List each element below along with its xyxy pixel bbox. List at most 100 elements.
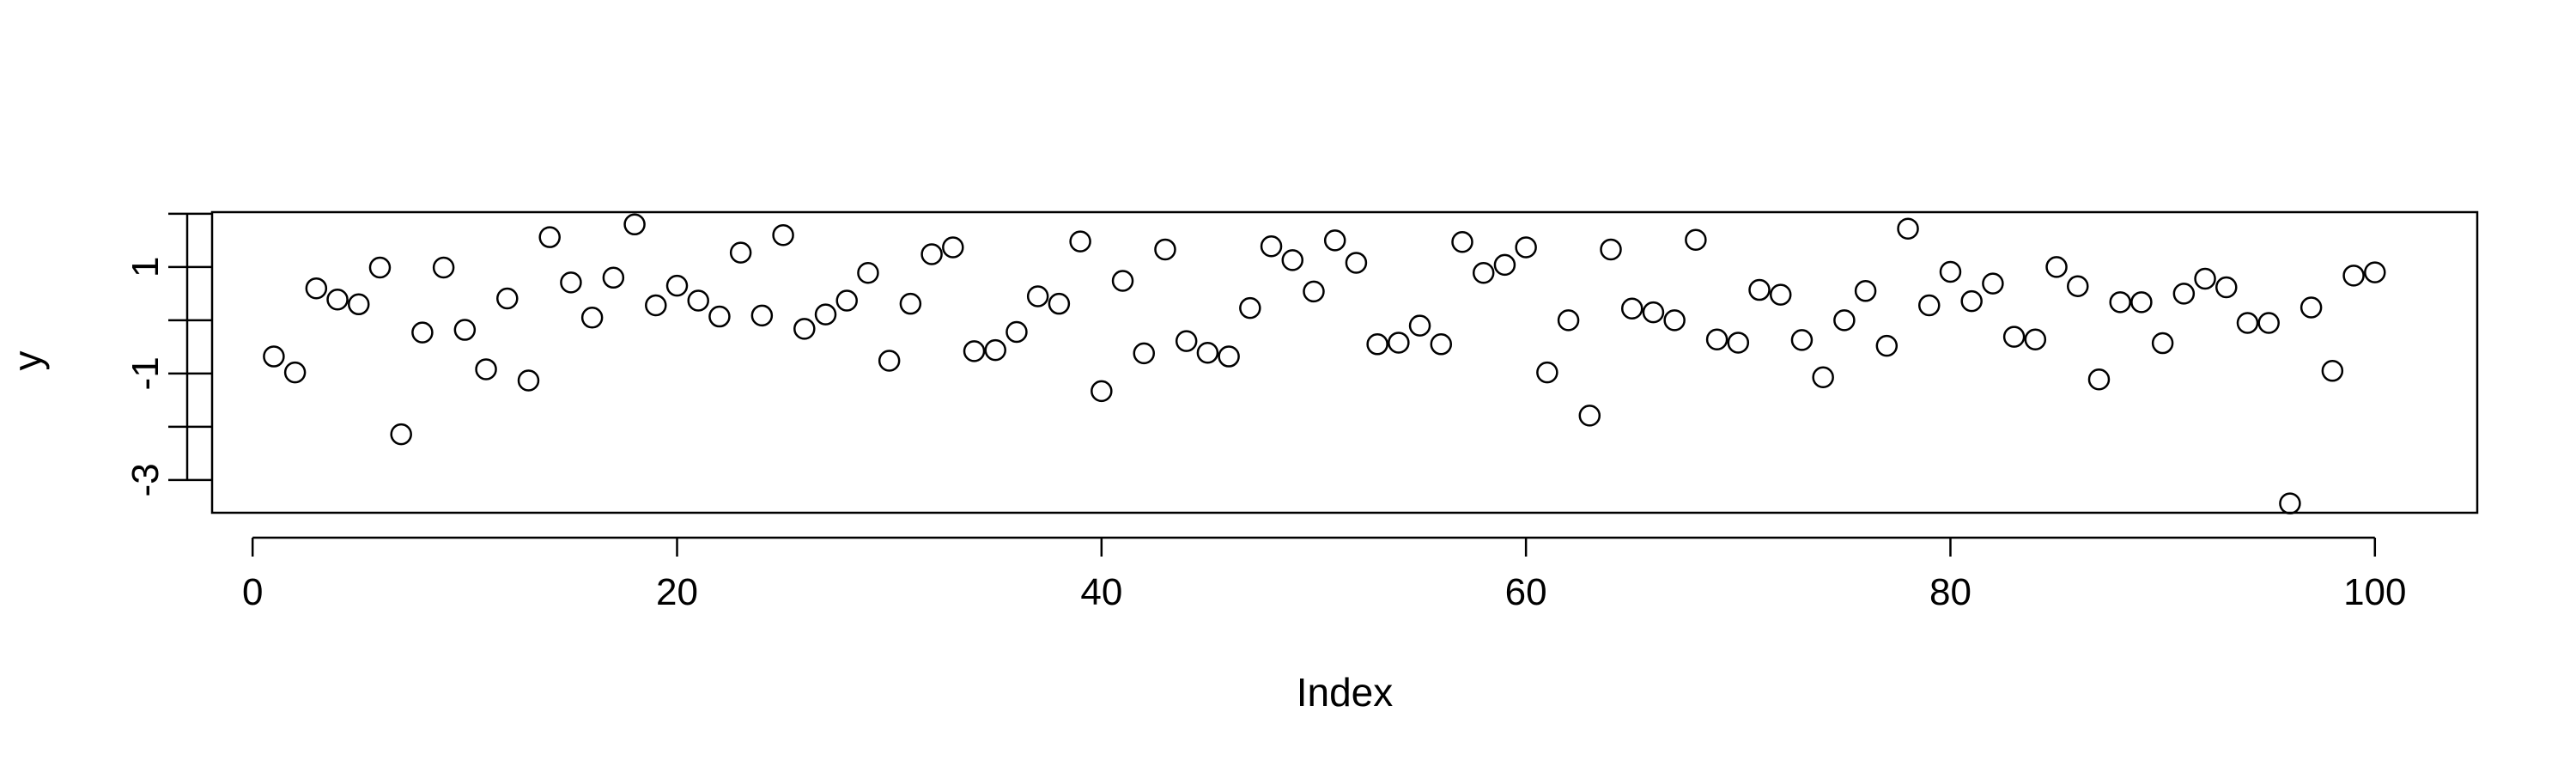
data-point: [623, 213, 646, 236]
data-point: [1133, 342, 1156, 365]
data-point: [1536, 361, 1558, 384]
data-point: [1600, 238, 1622, 261]
data-point: [1451, 231, 1473, 253]
data-point: [1260, 234, 1283, 258]
data-point: [2067, 275, 2089, 297]
y-tick-label: -3: [125, 463, 167, 496]
data-point: [1557, 309, 1580, 332]
data-point: [1790, 329, 1814, 351]
data-point: [560, 271, 582, 294]
data-point: [1939, 260, 1962, 283]
data-point: [580, 307, 604, 329]
data-point: [645, 294, 667, 317]
data-point: [1281, 249, 1304, 271]
data-point: [835, 289, 858, 312]
data-point: [665, 274, 689, 297]
x-axis: 0 20 40 60 80 100: [242, 536, 2406, 613]
data-point: [687, 289, 709, 312]
data-point: [2130, 291, 2153, 313]
data-point: [1069, 230, 1091, 253]
data-point: [963, 340, 986, 362]
data-point: [1685, 228, 1707, 252]
data-point: [750, 304, 774, 327]
data-point: [1175, 330, 1198, 352]
data-point: [2257, 312, 2280, 334]
data-point: [2045, 256, 2068, 278]
data-point: [1663, 309, 1686, 332]
data-point: [1917, 294, 1941, 317]
data-point: [1239, 296, 1261, 320]
data-point: [1366, 333, 1388, 356]
data-point: [1578, 405, 1601, 427]
data-point: [2321, 360, 2344, 382]
data-point: [1005, 320, 1028, 344]
data-point: [708, 305, 731, 328]
data-point: [348, 293, 370, 316]
data-point: [1515, 236, 1537, 259]
data-point: [1748, 278, 1771, 301]
data-point: [899, 292, 922, 315]
data-point: [538, 226, 561, 248]
data-point: [305, 277, 328, 300]
x-tick-label: 40: [1080, 571, 1122, 613]
data-point: [1493, 253, 1516, 277]
data-point: [1091, 380, 1113, 403]
data-point: [390, 423, 412, 446]
x-tick-label: 0: [242, 571, 263, 613]
data-point: [1345, 252, 1368, 274]
data-point: [1982, 272, 2004, 295]
x-axis-title: Index: [1297, 670, 1394, 715]
data-point: [1875, 334, 1899, 357]
data-point: [602, 266, 625, 289]
data-point: [2087, 368, 2111, 391]
data-point: [1388, 332, 1410, 354]
data-point: [517, 369, 540, 392]
data-point: [878, 350, 901, 372]
data-point: [814, 303, 837, 326]
data-point: [1111, 270, 1134, 292]
data-point: [2194, 267, 2216, 290]
data-point: [1408, 314, 1431, 337]
data-point: [2300, 296, 2323, 319]
data-point: [2172, 283, 2196, 305]
data-point: [1154, 238, 1176, 261]
y-tick-label: 1: [125, 257, 167, 277]
data-point: [772, 223, 794, 247]
data-point: [1769, 283, 1792, 306]
data-point: [2236, 312, 2259, 334]
data-point: [1812, 366, 1834, 388]
data-point: [496, 287, 519, 310]
data-point: [984, 338, 1006, 362]
data-point: [1833, 309, 1856, 332]
data-point: [1705, 328, 1728, 350]
y-tick-label: -1: [125, 356, 167, 390]
data-point: [475, 358, 497, 380]
data-point: [1303, 280, 1325, 303]
x-tick-label: 80: [1929, 571, 1971, 613]
data-point: [1218, 345, 1240, 368]
data-point: [326, 288, 349, 311]
data-point: [2002, 326, 2026, 348]
data-point: [2024, 328, 2047, 350]
data-point: [1323, 229, 1346, 252]
data-point: [1430, 333, 1453, 356]
x-tick-label: 20: [656, 571, 698, 613]
data-point: [1727, 332, 1750, 354]
data-point: [1960, 289, 1983, 313]
y-axis: -3 -1 1: [125, 212, 212, 496]
data-point: [2364, 261, 2386, 283]
x-tick-label: 100: [2343, 571, 2406, 613]
data-point: [920, 243, 943, 265]
data-point: [263, 345, 285, 368]
data-point: [2151, 332, 2174, 355]
data-point: [857, 261, 879, 284]
data-point: [1620, 297, 1643, 320]
data-point: [283, 361, 307, 384]
data-point: [453, 319, 477, 341]
data-point: [411, 321, 434, 344]
data-point: [793, 318, 816, 340]
data-point: [1196, 341, 1219, 364]
data-point: [2342, 265, 2365, 287]
x-tick-label: 60: [1505, 571, 1547, 613]
